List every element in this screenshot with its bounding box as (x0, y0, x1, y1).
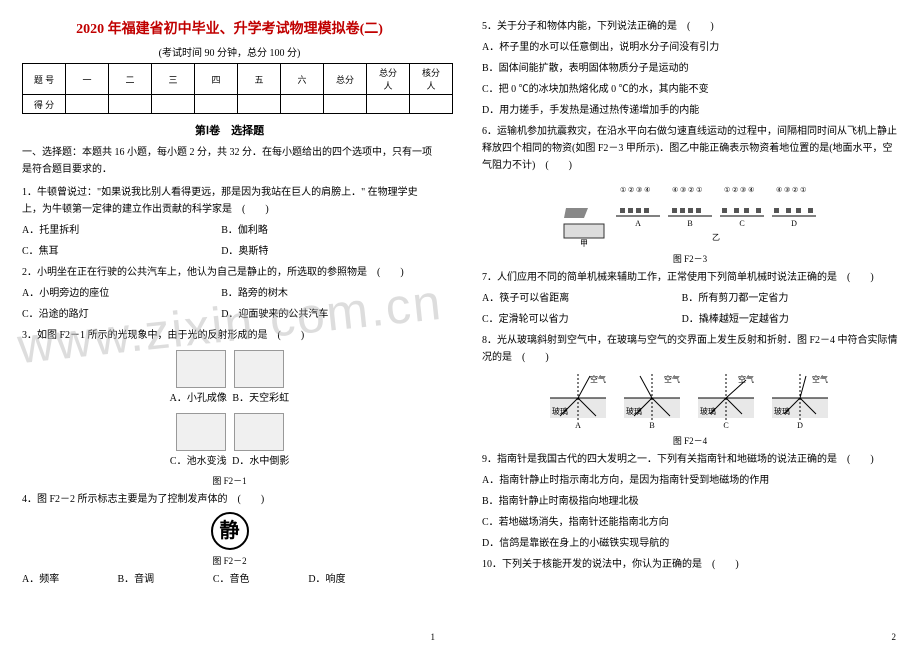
q9-d: D．信鸽是靠嵌在身上的小磁铁实现导航的 (482, 535, 898, 552)
q2-options-2: C．沿途的路灯D．迎面驶来的公共汽车 (22, 306, 437, 323)
q4-options: A．频率B．音调C．音色D．响度 (22, 571, 437, 588)
svg-text:乙: 乙 (712, 233, 720, 242)
question-10: 10．下列关于核能开发的说法中，你认为正确的是 ( ) (482, 556, 898, 573)
q2-options: A．小明旁边的座位B．路旁的树木 (22, 285, 437, 302)
svg-text:玻璃: 玻璃 (700, 406, 716, 416)
fig-f2-1: A．小孔成像 B．天空彩虹 C．池水变浅 D．水中倒影 (22, 348, 437, 470)
fig-f2-4: 玻璃 空气 A 玻璃 空气 B (482, 370, 898, 430)
q7-options: A．筷子可以省距离B．所有剪刀都一定省力 (482, 290, 898, 307)
svg-text:空气: 空气 (812, 374, 828, 384)
fig-pinhole (176, 350, 226, 388)
q5-a: A．杯子里的水可以任意倒出，说明水分子间没有引力 (482, 39, 898, 56)
exam-title: 2020 年福建省初中毕业、升学考试物理模拟卷(二) (22, 18, 437, 38)
question-7: 7．人们应用不同的简单机械来辅助工作，正常使用下列简单机械时说法正确的是 ( ) (482, 269, 898, 286)
fig-f2-2: 静 (22, 512, 437, 550)
svg-text:④ ③ ② ①: ④ ③ ② ① (672, 186, 702, 194)
fig-caption-1: 图 F2－1 (22, 474, 437, 487)
q1-options-2: C．焦耳D．奥斯特 (22, 243, 437, 260)
q9-b: B．指南针静止时南极指向地理北极 (482, 493, 898, 510)
table-row: 题 号 一 二 三 四 五 六 总分 总分人 核分人 (23, 64, 453, 95)
svg-text:甲: 甲 (580, 239, 588, 248)
fig-caption-3: 图 F2－3 (482, 252, 898, 265)
svg-text:空气: 空气 (590, 374, 606, 384)
exam-subtitle: (考试时间 90 分钟，总分 100 分) (22, 44, 437, 59)
svg-text:玻璃: 玻璃 (552, 406, 568, 416)
svg-text:A: A (575, 421, 581, 430)
svg-text:① ② ③ ④: ① ② ③ ④ (724, 186, 754, 194)
svg-text:A: A (635, 219, 641, 228)
svg-text:B: B (687, 219, 692, 228)
svg-text:空气: 空气 (738, 374, 754, 384)
q9-a: A．指南针静止时指示南北方向，是因为指南针受到地磁场的作用 (482, 472, 898, 489)
question-3: 3．如图 F2－1 所示的光现象中，由于光的反射形成的是 ( ) (22, 327, 437, 344)
svg-text:C: C (739, 219, 744, 228)
instructions: 一、选择题：本题共 16 小题，每小题 2 分，共 32 分．在每小题给出的四个… (22, 144, 437, 178)
q7-options-2: C．定滑轮可以省力D．撬棒越短一定越省力 (482, 311, 898, 328)
page-number: 2 (892, 632, 897, 642)
airplane-drop-svg: 甲 ① ② ③ ④ A ④ ③ ② ① B ① ② ③ ④ C ④ ③ ② ① D 乙 (560, 178, 820, 248)
page-number: 1 (431, 632, 436, 642)
fig-caption-4: 图 F2－4 (482, 434, 898, 447)
question-8: 8．光从玻璃斜射到空气中，在玻璃与空气的交界面上发生反射和折射．图 F2－4 中… (482, 332, 898, 366)
question-4: 4．图 F2－2 所示标志主要是为了控制发声体的 ( ) (22, 491, 437, 508)
svg-text:D: D (797, 421, 803, 430)
svg-text:B: B (649, 421, 654, 430)
svg-text:空气: 空气 (664, 374, 680, 384)
svg-text:C: C (723, 421, 728, 430)
fig-caption-2: 图 F2－2 (22, 554, 437, 567)
q5-d: D．用力搓手，手发热是通过热传递增加手的内能 (482, 102, 898, 119)
q9-c: C．若地磁场消失，指南针还能指南北方向 (482, 514, 898, 531)
svg-text:玻璃: 玻璃 (774, 406, 790, 416)
svg-text:玻璃: 玻璃 (626, 406, 642, 416)
fig-reflection (234, 413, 284, 451)
q5-b: B．固体间能扩散，表明固体物质分子是运动的 (482, 60, 898, 77)
question-1: 1．牛顿曾说过："如果说我比别人看得更远，那是因为我站在巨人的肩膀上．" 在物理… (22, 184, 437, 218)
q1-options: A．托里拆利B．伽利略 (22, 222, 437, 239)
question-6: 6．运输机参加抗震救灾，在沿水平向右做匀速直线运动的过程中，间隔相同时间从飞机上… (482, 123, 898, 174)
section-title: 第Ⅰ卷 选择题 (22, 122, 437, 138)
quiet-icon: 静 (211, 512, 249, 550)
table-row: 得 分 (23, 95, 453, 114)
fig-pool (176, 413, 226, 451)
svg-text:D: D (791, 219, 797, 228)
question-9: 9．指南针是我国古代的四大发明之一．下列有关指南针和地磁场的说法正确的是 ( ) (482, 451, 898, 468)
svg-text:① ② ③ ④: ① ② ③ ④ (620, 186, 650, 194)
fig-rainbow (234, 350, 284, 388)
fig-f2-3: 甲 ① ② ③ ④ A ④ ③ ② ① B ① ② ③ ④ C ④ ③ ② ① D 乙 (482, 178, 898, 248)
score-table: 题 号 一 二 三 四 五 六 总分 总分人 核分人 得 分 (22, 63, 453, 114)
question-2: 2．小明坐在正在行驶的公共汽车上，他认为自己是静止的，所选取的参照物是 ( ) (22, 264, 437, 281)
svg-text:④ ③ ② ①: ④ ③ ② ① (776, 186, 806, 194)
q5-c: C．把 0 ℃的冰块加热熔化成 0 ℃的水，其内能不变 (482, 81, 898, 98)
refraction-svg: 玻璃 空气 A 玻璃 空气 B (540, 370, 840, 430)
question-5: 5．关于分子和物体内能，下列说法正确的是 ( ) (482, 18, 898, 35)
